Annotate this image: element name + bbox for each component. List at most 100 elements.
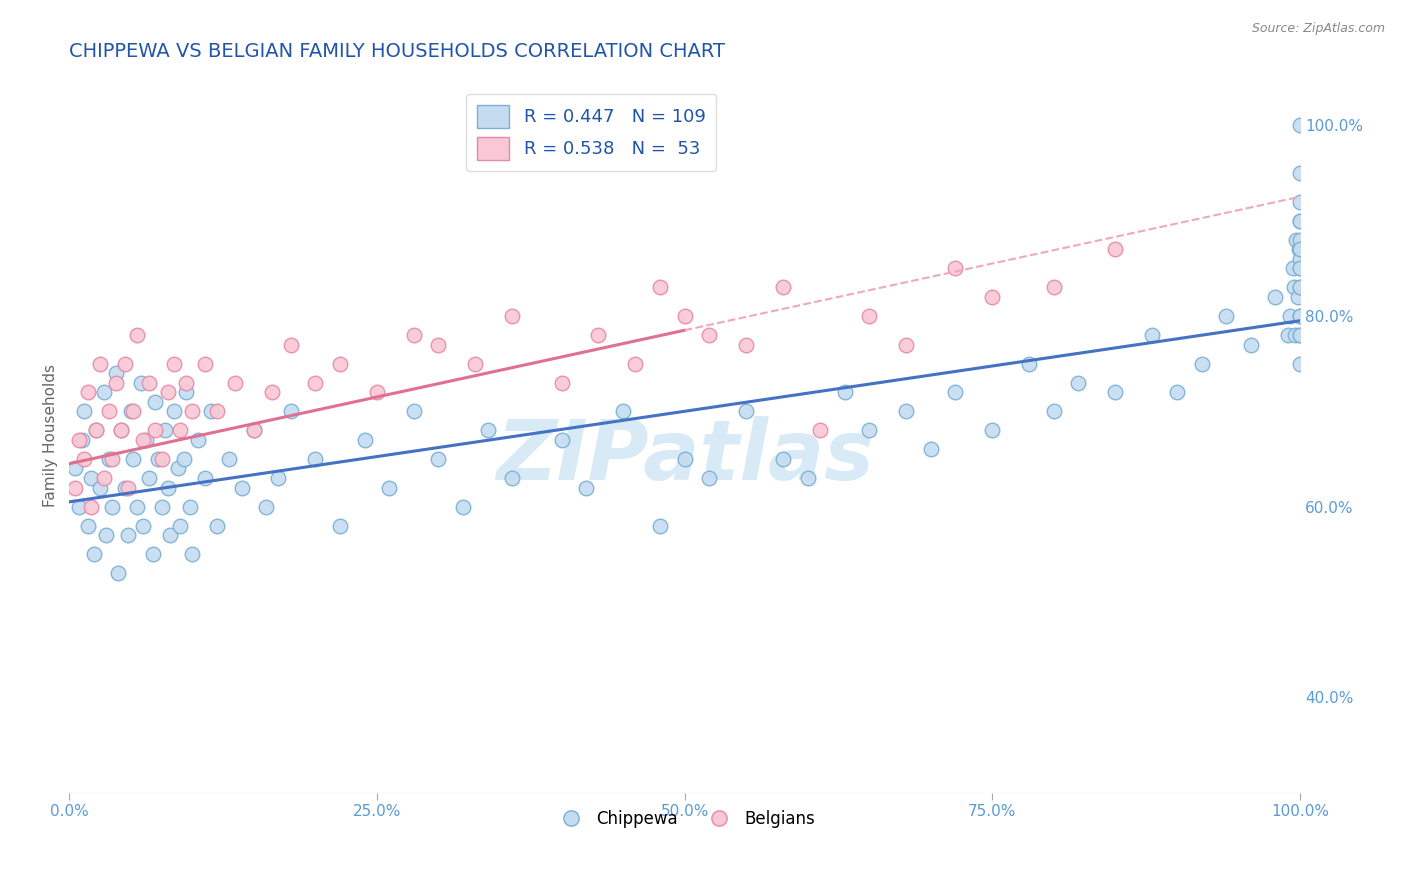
Point [1289,261,1312,276]
Point [262,385,284,400]
Point [353,433,375,447]
Point [142,547,165,561]
Point [1289,328,1312,343]
Point [93,471,115,485]
Point [1264,290,1286,304]
Point [169,518,191,533]
Point [65,481,87,495]
Text: CHIPPEWA VS BELGIAN FAMILY HOUSEHOLDS CORRELATION CHART: CHIPPEWA VS BELGIAN FAMILY HOUSEHOLDS CO… [69,42,725,61]
Point [1043,404,1066,418]
Point [477,423,499,437]
Point [1289,309,1312,323]
Point [117,528,139,542]
Point [231,481,253,495]
Point [117,481,139,495]
Point [1043,280,1066,294]
Point [402,404,425,418]
Point [329,357,352,371]
Point [146,452,169,467]
Point [73,404,96,418]
Point [1286,290,1309,304]
Point [1191,357,1213,371]
Point [735,337,758,351]
Point [169,423,191,437]
Point [105,376,128,390]
Point [1289,194,1312,209]
Point [945,261,967,276]
Point [772,452,794,467]
Point [80,471,103,485]
Point [1289,261,1312,276]
Y-axis label: Family Households: Family Households [44,364,58,507]
Point [378,481,401,495]
Point [1282,280,1305,294]
Point [76,385,98,400]
Point [1104,385,1126,400]
Point [156,385,179,400]
Point [796,471,818,485]
Point [163,404,186,418]
Point [125,500,148,514]
Point [67,433,90,447]
Point [93,385,115,400]
Point [1289,213,1312,227]
Point [135,433,157,447]
Point [550,376,572,390]
Point [451,500,474,514]
Point [174,385,197,400]
Point [280,337,302,351]
Point [155,423,177,437]
Point [125,328,148,343]
Point [1289,166,1312,180]
Point [65,461,87,475]
Point [1289,118,1312,132]
Point [89,481,111,495]
Point [96,528,118,542]
Point [80,500,103,514]
Point [304,452,326,467]
Point [107,566,129,581]
Point [150,500,173,514]
Point [1289,242,1312,256]
Point [1240,337,1263,351]
Point [329,518,352,533]
Point [550,433,572,447]
Point [110,423,132,437]
Point [243,423,266,437]
Point [205,518,228,533]
Point [1104,242,1126,256]
Point [1215,309,1237,323]
Point [150,452,173,467]
Point [1289,280,1312,294]
Point [402,328,425,343]
Point [122,404,145,418]
Point [1281,261,1303,276]
Point [648,280,671,294]
Point [163,357,186,371]
Point [588,328,610,343]
Point [1289,357,1312,371]
Point [501,309,523,323]
Point [1018,357,1040,371]
Point [254,500,277,514]
Point [1289,252,1312,266]
Point [159,528,181,542]
Point [1289,280,1312,294]
Point [110,423,132,437]
Point [858,423,880,437]
Point [981,290,1004,304]
Point [205,404,228,418]
Point [575,481,598,495]
Point [673,309,696,323]
Point [97,404,120,418]
Point [1289,213,1312,227]
Point [697,328,720,343]
Point [1289,328,1312,343]
Point [138,376,160,390]
Point [1285,233,1308,247]
Point [70,433,93,447]
Point [76,518,98,533]
Point [1166,385,1188,400]
Point [101,500,124,514]
Point [166,461,188,475]
